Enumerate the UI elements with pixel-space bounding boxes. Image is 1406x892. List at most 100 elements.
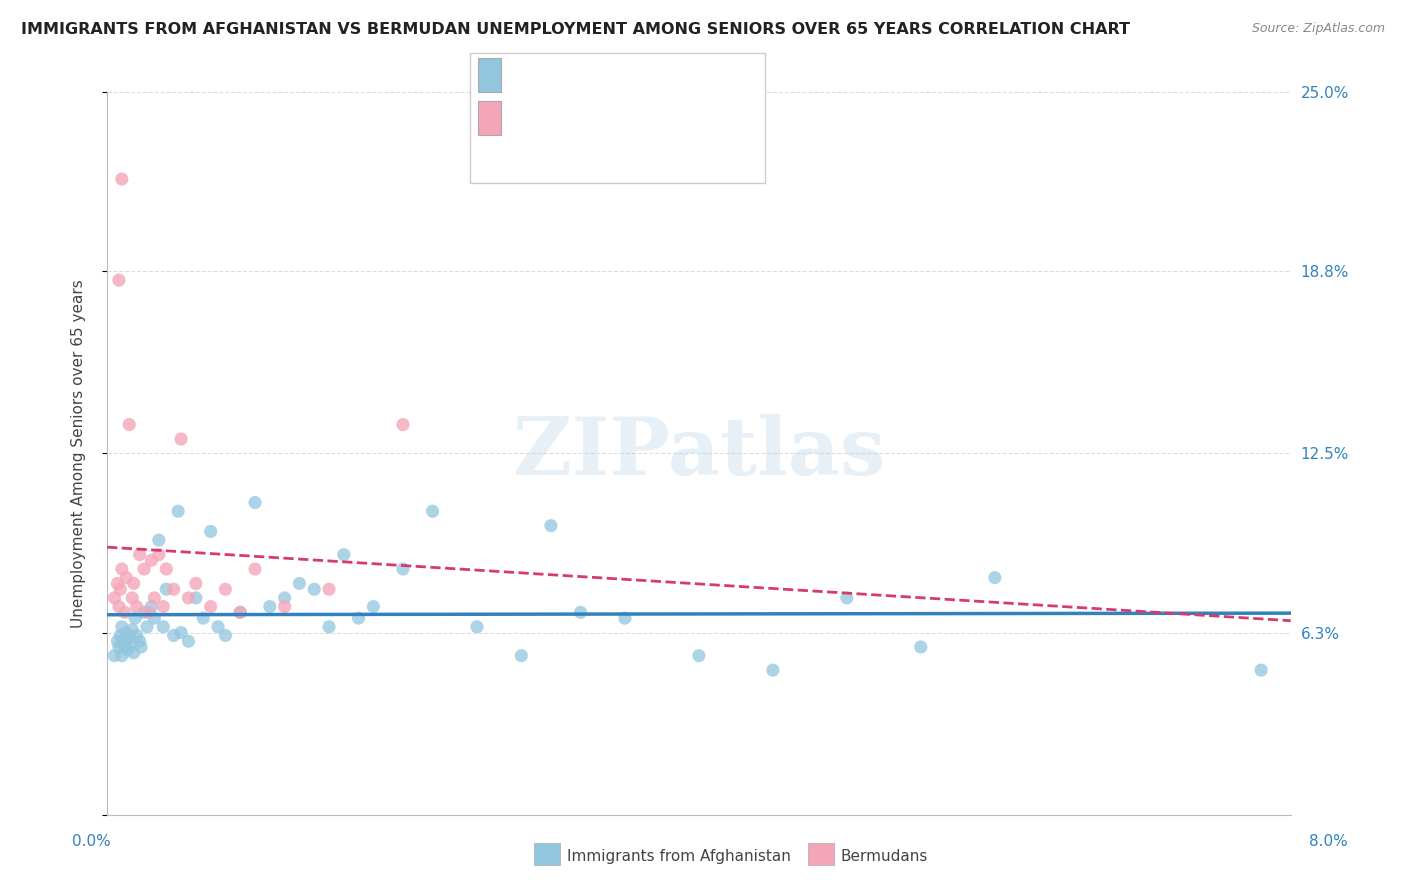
- Point: [207, 620, 229, 634]
- Point: [122, 576, 145, 591]
- Point: [347, 611, 370, 625]
- Point: [155, 562, 177, 576]
- Point: [170, 625, 193, 640]
- Point: [510, 648, 533, 663]
- Point: [200, 599, 222, 614]
- Text: R =: R =: [510, 109, 547, 127]
- Text: Bermudans: Bermudans: [841, 849, 928, 863]
- Point: [259, 599, 281, 614]
- Point: [107, 634, 129, 648]
- Point: [835, 591, 858, 605]
- Point: [422, 504, 444, 518]
- Text: N =: N =: [606, 66, 643, 84]
- Point: [121, 591, 143, 605]
- Point: [569, 605, 592, 619]
- Point: [143, 591, 166, 605]
- Point: [184, 591, 207, 605]
- Point: [107, 576, 129, 591]
- Point: [152, 599, 174, 614]
- Point: [128, 548, 150, 562]
- Point: [984, 571, 1007, 585]
- Point: [155, 582, 177, 597]
- Text: Immigrants from Afghanistan: Immigrants from Afghanistan: [567, 849, 790, 863]
- Point: [110, 582, 132, 597]
- Point: [910, 640, 932, 654]
- Point: [229, 605, 252, 619]
- Point: [184, 576, 207, 591]
- Point: [120, 637, 142, 651]
- Point: [540, 518, 562, 533]
- Point: [148, 548, 170, 562]
- Text: 57: 57: [644, 66, 666, 84]
- Point: [132, 605, 155, 619]
- Text: 8.0%: 8.0%: [1309, 834, 1348, 848]
- Point: [465, 620, 488, 634]
- Point: [177, 634, 200, 648]
- Point: [118, 417, 141, 432]
- Point: [111, 620, 134, 634]
- Text: 0.265: 0.265: [548, 109, 600, 127]
- Point: [128, 634, 150, 648]
- Point: [243, 562, 266, 576]
- Point: [392, 417, 415, 432]
- Point: [200, 524, 222, 539]
- Y-axis label: Unemployment Among Seniors over 65 years: Unemployment Among Seniors over 65 years: [72, 279, 86, 628]
- Point: [103, 648, 125, 663]
- Text: 0.0%: 0.0%: [72, 834, 111, 848]
- Point: [392, 562, 415, 576]
- Point: [167, 504, 190, 518]
- Point: [114, 605, 136, 619]
- Point: [214, 628, 236, 642]
- Point: [148, 533, 170, 548]
- Point: [103, 591, 125, 605]
- Point: [108, 273, 131, 287]
- Text: R =: R =: [510, 66, 547, 84]
- Point: [115, 571, 138, 585]
- Point: [114, 640, 136, 654]
- Point: [121, 623, 143, 637]
- Point: [111, 648, 134, 663]
- Point: [273, 599, 295, 614]
- Point: [122, 646, 145, 660]
- Point: [333, 548, 356, 562]
- Point: [613, 611, 636, 625]
- Point: [363, 599, 385, 614]
- Text: IMMIGRANTS FROM AFGHANISTAN VS BERMUDAN UNEMPLOYMENT AMONG SENIORS OVER 65 YEARS: IMMIGRANTS FROM AFGHANISTAN VS BERMUDAN …: [21, 22, 1130, 37]
- Point: [214, 582, 236, 597]
- Point: [117, 643, 139, 657]
- Point: [177, 591, 200, 605]
- Point: [129, 640, 152, 654]
- Point: [318, 582, 340, 597]
- Point: [111, 562, 134, 576]
- Point: [152, 620, 174, 634]
- Point: [125, 628, 148, 642]
- Text: N =: N =: [606, 109, 643, 127]
- Point: [136, 620, 159, 634]
- Point: [170, 432, 193, 446]
- Point: [124, 611, 146, 625]
- Point: [302, 582, 325, 597]
- Point: [243, 495, 266, 509]
- Point: [108, 640, 131, 654]
- Point: [108, 599, 131, 614]
- Point: [115, 625, 138, 640]
- Point: [112, 634, 135, 648]
- Point: [193, 611, 215, 625]
- Point: [273, 591, 295, 605]
- Point: [229, 605, 252, 619]
- Text: 0.193: 0.193: [548, 66, 600, 84]
- Point: [132, 562, 155, 576]
- Point: [318, 620, 340, 634]
- Text: ZIPatlas: ZIPatlas: [513, 415, 884, 492]
- Point: [163, 582, 186, 597]
- Point: [688, 648, 710, 663]
- Point: [141, 553, 163, 567]
- Text: 32: 32: [644, 109, 668, 127]
- Point: [163, 628, 186, 642]
- Point: [288, 576, 311, 591]
- Point: [141, 599, 163, 614]
- Point: [125, 599, 148, 614]
- Point: [762, 663, 785, 677]
- Point: [1250, 663, 1272, 677]
- Point: [111, 172, 134, 186]
